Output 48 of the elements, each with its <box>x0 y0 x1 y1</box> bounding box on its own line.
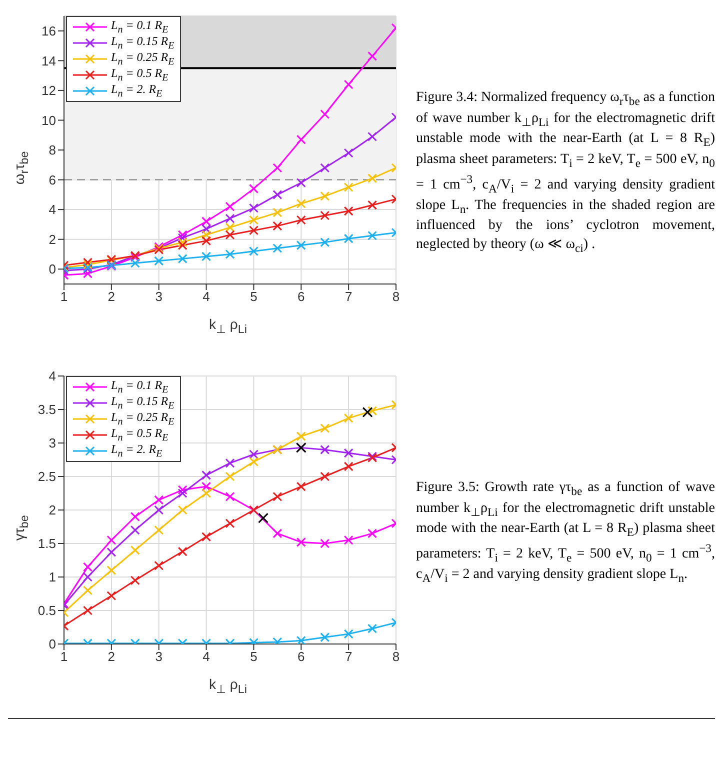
y-tick-label: 10 <box>42 112 56 128</box>
x-tick-label: 8 <box>392 649 400 664</box>
y-tick-label: 0 <box>48 262 56 277</box>
y-tick-label: 2.5 <box>38 469 56 484</box>
y-tick-label: 0 <box>48 636 56 652</box>
x-tick-label: 5 <box>250 289 258 304</box>
y-tick-label: 3.5 <box>38 402 56 418</box>
y-tick-label: 1 <box>48 570 56 585</box>
legend-label: L$_{n}$ = 0.1 R$_{E}$ <box>111 18 168 36</box>
x-tick-label: 4 <box>202 289 210 304</box>
y-tick-label: 14 <box>42 53 56 68</box>
y-tick-label: 4 <box>48 368 56 384</box>
text: Figure 3.4: Normalized frequency ω$_{r}$τ$_{be}$ as a function of wave number k$_{⊥}$ρ$_{Li}$ for the electromagnetic drift unstable mode with the near-Earth (at L = 8 R$_{E}$) plasma sheet parameters: T$_{i}$ = 2 keV, T$_{e}$ = 500 eV, n$_{0}$ = 1 cm$^{−3}$, c$_{A}$/V$_{i}$ = 2 and varying density gradient slope L$_{n}$. The frequencies in the shaded region are influenced by the ions’ cyclotron movement, neglected by theory (ω ≪ ω$_{ci}$) . <box>416 90 716 255</box>
x-tick-label: 2 <box>108 649 116 664</box>
x-tick-label: 7 <box>344 289 352 304</box>
x-axis-title: k$_{⊥}$ ρ$_{Li}$ <box>208 316 248 336</box>
y-tick-label: 8 <box>48 142 56 158</box>
legend-label: L$_{n}$ = 0.15 R$_{E}$ <box>111 34 174 52</box>
x-tick-label: 3 <box>155 649 162 664</box>
y-tick-label: 12 <box>42 83 56 98</box>
legend-label: L$_{n}$ = 0.1 R$_{E}$ <box>111 378 168 396</box>
x-tick-label: 4 <box>202 649 210 664</box>
x-tick-label: 1 <box>60 649 68 664</box>
x-tick-label: 5 <box>250 649 258 664</box>
x-axis-title: k$_{⊥}$ ρ$_{Li}$ <box>208 676 248 696</box>
y-tick-label: 16 <box>42 24 56 39</box>
y-tick-label: 0.5 <box>38 603 56 618</box>
x-tick-label: 6 <box>298 649 305 664</box>
legend-label: L$_{n}$ = 0.25 R$_{E}$ <box>111 410 174 428</box>
x-tick-label: 6 <box>298 289 305 304</box>
y-tick-label: 6 <box>48 172 56 188</box>
x-tick-label: 8 <box>392 289 400 304</box>
legend-label: L$_{n}$ = 0.5 R$_{E}$ <box>111 426 168 444</box>
x-tick-label: 1 <box>60 289 68 304</box>
legend-label: L$_{n}$ = 0.15 R$_{E}$ <box>111 394 174 412</box>
legend-label: L$_{n}$ = 2. R$_{E}$ <box>111 442 162 460</box>
x-tick-label: 2 <box>108 289 116 304</box>
text: Figure 3.5: Growth rate γτ$_{be}$ as a function of wave number k$_{⊥}$ρ$_{Li}$ for the electromagnetic drift unstable mode with the near-Earth (at L = 8 R$_{E}$) plasma sheet parameters: T$_{i}$ = 2 keV, T$_{e}$ = 500 eV, n$_{0}$ = 1 cm$^{−3}$, c$_{A}$/V$_{i}$ = 2 and varying density gradient slope L$_{n}$. <box>416 480 715 585</box>
y-tick-label: 4 <box>48 202 56 218</box>
legend-label: L$_{n}$ = 0.5 R$_{E}$ <box>111 66 168 84</box>
y-tick-label: 2 <box>48 232 56 247</box>
x-tick-label: 3 <box>155 289 162 304</box>
legend-label: L$_{n}$ = 0.25 R$_{E}$ <box>111 50 174 68</box>
x-tick-label: 7 <box>344 649 352 664</box>
legend-label: L$_{n}$ = 2. R$_{E}$ <box>111 82 162 100</box>
y-tick-label: 2 <box>48 502 56 518</box>
y-tick-label: 1.5 <box>38 536 56 552</box>
y-tick-label: 3 <box>48 436 56 451</box>
